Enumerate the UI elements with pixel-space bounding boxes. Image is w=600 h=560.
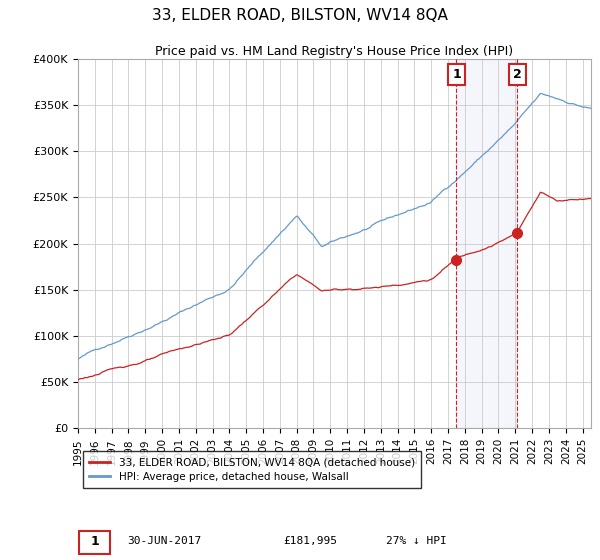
Text: 1: 1: [91, 535, 100, 548]
Text: 33, ELDER ROAD, BILSTON, WV14 8QA: 33, ELDER ROAD, BILSTON, WV14 8QA: [152, 8, 448, 24]
Text: 1: 1: [452, 68, 461, 81]
Title: Price paid vs. HM Land Registry's House Price Index (HPI): Price paid vs. HM Land Registry's House …: [155, 45, 514, 58]
Text: £181,995: £181,995: [283, 536, 337, 546]
Text: 2: 2: [513, 68, 522, 81]
FancyBboxPatch shape: [79, 531, 110, 554]
Bar: [457, 59, 517, 428]
Text: 30-JUN-2017: 30-JUN-2017: [127, 536, 201, 546]
Legend: 33, ELDER ROAD, BILSTON, WV14 8QA (detached house), HPI: Average price, detached: 33, ELDER ROAD, BILSTON, WV14 8QA (detac…: [83, 451, 421, 488]
Text: 27% ↓ HPI: 27% ↓ HPI: [386, 536, 446, 546]
